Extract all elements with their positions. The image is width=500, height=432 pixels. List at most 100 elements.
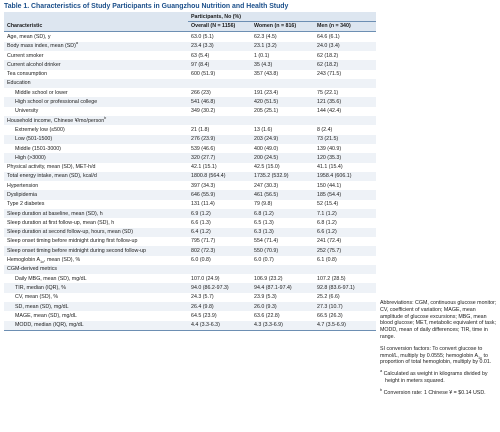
cell-women: 62.3 (4.5) bbox=[254, 33, 277, 40]
row-label: Low (501-1500) bbox=[15, 136, 53, 143]
row-label: Education bbox=[7, 80, 31, 87]
row-label: High (>3000) bbox=[15, 154, 46, 161]
table-row: Education bbox=[4, 78, 377, 89]
footnote-b: b Conversion rate: 1 Chinese ¥ = $0.14 U… bbox=[380, 388, 498, 397]
footnote-a: a Calculated as weight in kilograms divi… bbox=[380, 370, 498, 385]
cell-overall: 266 (23) bbox=[191, 89, 211, 96]
cell-women: 23.9 (5.3) bbox=[254, 294, 277, 301]
header-participants: Participants, No (%) bbox=[188, 12, 377, 23]
row-label: University bbox=[15, 108, 39, 115]
row-characteristic: Type 2 diabetes bbox=[4, 200, 188, 209]
cell-overall: 21 (1.8) bbox=[191, 126, 210, 133]
table-row: Dyslipidemia 646 (55.9) 461 (56.5) 185 (54.… bbox=[4, 190, 377, 200]
cell-overall: 4.4 (3.3-6.3) bbox=[191, 322, 220, 329]
cell-men: 107.2 (28.5) bbox=[317, 275, 346, 282]
table-row: Sleep duration at baseline, mean (SD), h… bbox=[4, 209, 377, 219]
row-label-tail: , mean (SD), % bbox=[44, 257, 81, 264]
header-blank bbox=[4, 12, 188, 22]
cell-women: 400 (49.0) bbox=[254, 145, 279, 152]
cell-men: 139 (40.9) bbox=[317, 145, 342, 152]
header-group-row: Participants, No (%) bbox=[4, 12, 377, 23]
row-label: Daily MBG, mean (SD), mg/dL bbox=[15, 275, 87, 282]
header-overall: Overall (N = 1156) bbox=[188, 21, 251, 33]
footnote-b-text: Conversion rate: 1 Chinese ¥ = $0.14 USD… bbox=[383, 389, 486, 396]
row-characteristic: Total energy intake, mean (SD), kcal/d bbox=[4, 172, 188, 181]
row-label: Extremely low (≤500) bbox=[15, 126, 65, 133]
cell-men: 25.2 (6.6) bbox=[317, 294, 340, 301]
row-label: Physical activity, mean (SD), MET-h/d bbox=[7, 164, 96, 171]
row-characteristic: University bbox=[4, 107, 188, 116]
cell-women: 106.9 (23.2) bbox=[254, 275, 283, 282]
cell-women: 461 (56.5) bbox=[254, 192, 279, 198]
cell-overall: 320 (27.7) bbox=[191, 154, 216, 161]
cell-women: 191 (23.4) bbox=[254, 89, 279, 96]
cell-men: 73 (21.5) bbox=[317, 136, 339, 143]
row-label: TIR, median (IQR), % bbox=[15, 284, 66, 291]
cell-overall: 107.0 (24.9) bbox=[191, 275, 220, 282]
cell-women: 203 (24.9) bbox=[254, 136, 279, 143]
cell-men bbox=[314, 265, 376, 274]
cell-women: 205 (25.1) bbox=[254, 108, 279, 115]
cell-overall: 23.4 (3.3) bbox=[191, 43, 214, 50]
row-characteristic: Household income, Chinese ¥/mo/personb bbox=[4, 116, 188, 125]
cell-women bbox=[251, 116, 314, 125]
footnote-a-text: Calculated as weight in kilograms divide… bbox=[383, 371, 488, 384]
cell-men: 243 (71.5) bbox=[317, 71, 342, 78]
characteristics-table: Participants, No (%) Characteristic Over… bbox=[4, 12, 377, 331]
row-label: CV, mean (SD), % bbox=[15, 294, 59, 301]
cell-women: 6.0 (0.7) bbox=[254, 257, 274, 264]
table-row: Type 2 diabetes 131 (11.4) 79 (9.8) 52 (15.… bbox=[4, 200, 376, 209]
table-row: Total energy intake, mean (SD), kcal/d 18… bbox=[4, 171, 377, 182]
row-characteristic: Education bbox=[4, 79, 188, 88]
row-footnote-mark: b bbox=[104, 115, 107, 120]
cell-men: 1958.4 (606.1) bbox=[317, 173, 352, 180]
row-characteristic: Age, mean (SD), y bbox=[4, 32, 188, 42]
cell-women: 357 (43.8) bbox=[254, 71, 279, 78]
row-footnote-mark: a bbox=[75, 41, 79, 46]
row-characteristic: MAGE, mean (SD), mg/dL bbox=[4, 311, 188, 320]
footnote-b-mark: b bbox=[380, 388, 383, 392]
row-characteristic: CGM-derived metrics bbox=[4, 265, 188, 274]
cell-women: 1 (0.1) bbox=[254, 52, 270, 59]
row-characteristic: High school or professional college bbox=[4, 97, 188, 106]
header-women: Women (n = 816) bbox=[251, 21, 314, 33]
row-label: MODD, median (IQR), mg/dL bbox=[15, 322, 84, 329]
row-label: Sleep onset timing before midnight durin… bbox=[7, 238, 138, 245]
row-characteristic: Daily MBG, mean (SD), mg/dL bbox=[4, 274, 188, 283]
row-characteristic: Hemoglobin A1c, mean (SD), % bbox=[4, 256, 188, 265]
row-characteristic: Hypertension bbox=[4, 181, 188, 190]
row-characteristic: Dyslipidemia bbox=[4, 190, 188, 199]
cell-men: 241 (72.4) bbox=[317, 238, 342, 245]
row-characteristic: SD, mean (SD), mg/dL bbox=[4, 302, 188, 311]
cell-overall: 600 (51.9) bbox=[191, 71, 216, 78]
abbreviations-note: Abbreviations: CGM, continuous glucose m… bbox=[380, 300, 497, 340]
cell-men: 144 (42.4) bbox=[317, 108, 342, 115]
cell-men: 64.6 (6.1) bbox=[317, 33, 340, 40]
cell-men bbox=[314, 116, 376, 125]
cell-men: 24.0 (3.4) bbox=[317, 43, 340, 50]
row-characteristic: MODD, median (IQR), mg/dL bbox=[4, 321, 188, 331]
cell-men: 27.3 (10.7) bbox=[317, 303, 343, 310]
cell-overall: 541 (46.8) bbox=[191, 99, 216, 106]
row-label: CGM-derived metrics bbox=[7, 266, 58, 273]
table-row: Sleep onset timing before midnight durin… bbox=[4, 246, 377, 256]
cell-men: 52 (15.4) bbox=[317, 201, 339, 208]
row-characteristic: Sleep duration at first follow-up, mean … bbox=[4, 218, 188, 227]
cell-overall: 63 (5.4) bbox=[191, 52, 210, 59]
table-body: Age, mean (SD), y 63.0 (5.1) 62.3 (4.5) 64.… bbox=[4, 32, 377, 331]
row-characteristic: Body mass index, mean (SD)a bbox=[4, 42, 188, 51]
cell-overall: 94.0 (86.2-97.3) bbox=[191, 284, 229, 291]
row-label: Sleep duration at second follow-up, hour… bbox=[7, 229, 134, 236]
row-characteristic: Middle (1501-3000) bbox=[4, 144, 188, 153]
cell-men: 75 (22.1) bbox=[317, 89, 339, 96]
cell-women: 4.3 (3.3-6.9) bbox=[254, 322, 283, 329]
table-row: Hemoglobin A1c, mean (SD), % 6.0 (0.8) 6.0… bbox=[4, 256, 376, 265]
row-label: Body mass index, mean (SD) bbox=[7, 43, 76, 50]
table-row: Household income, Chinese ¥/mo/personb bbox=[4, 116, 377, 126]
cell-men: 4.7 (3.5-6.9) bbox=[317, 322, 346, 329]
row-label: Middle school or lower bbox=[15, 89, 68, 96]
table-row: Sleep duration at first follow-up, mean … bbox=[4, 218, 376, 227]
row-characteristic: Extremely low (≤500) bbox=[4, 125, 188, 134]
table-row: University 349 (30.2) 205 (25.1) 144 (42.4) bbox=[4, 107, 376, 116]
si-note-head: SI conversion factors: To convert glucos… bbox=[380, 345, 483, 359]
